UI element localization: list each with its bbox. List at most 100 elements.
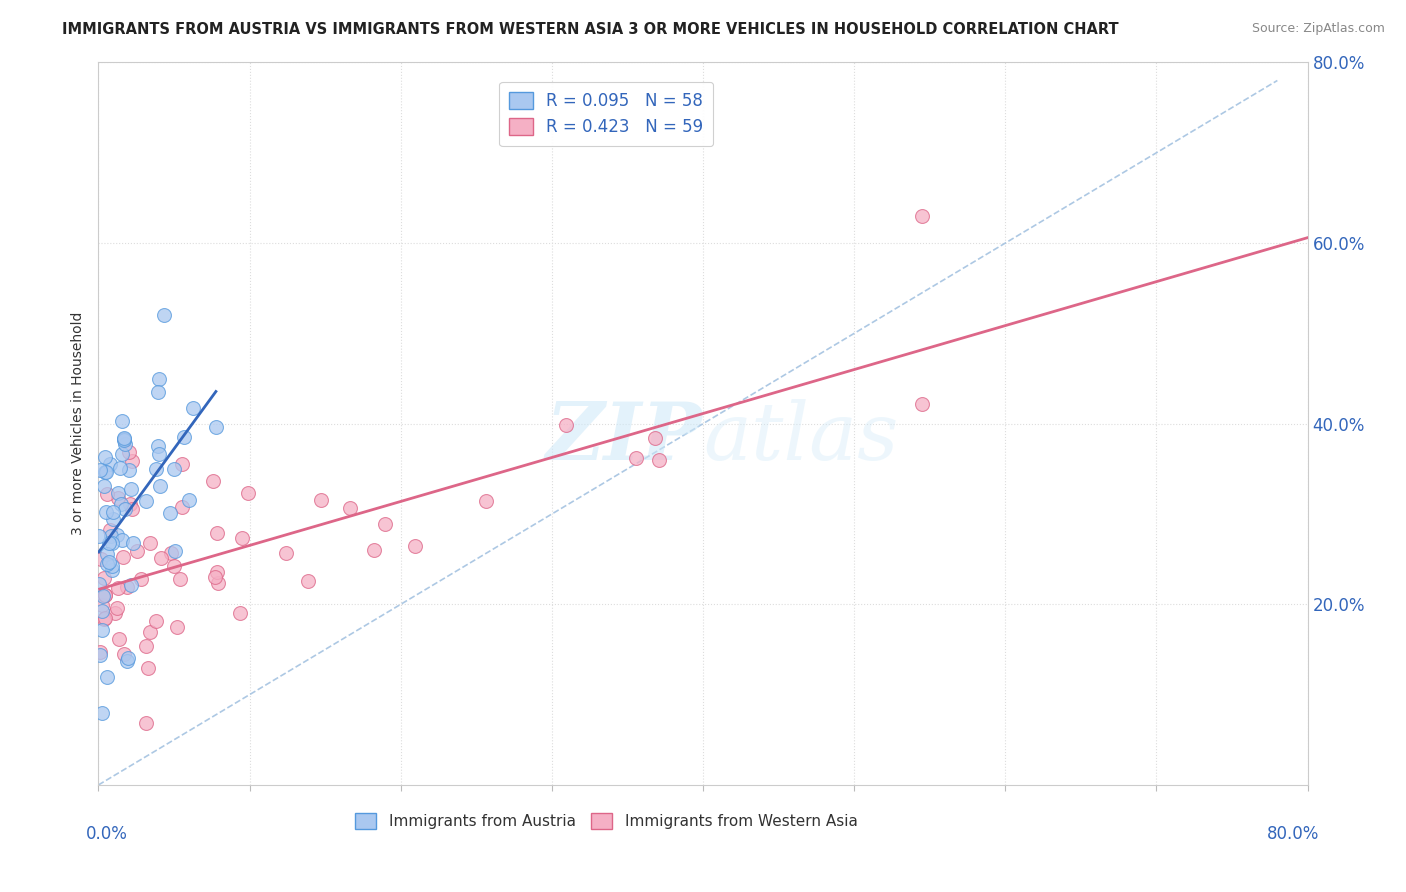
Point: [91, 604, 114, 618]
Point: [94, 588, 117, 602]
Point: [172, 457, 194, 471]
Point: [94, 465, 117, 479]
Point: [112, 433, 135, 447]
Legend: Immigrants from Austria, Immigrants from Western Asia: Immigrants from Austria, Immigrants from…: [349, 807, 863, 835]
Point: [104, 607, 127, 621]
Point: [475, 493, 498, 508]
Point: [297, 574, 319, 589]
Point: [339, 500, 361, 515]
Point: [911, 396, 934, 410]
Point: [150, 550, 173, 565]
Point: [165, 544, 187, 558]
Point: [374, 516, 396, 531]
Point: [231, 532, 253, 546]
Point: [118, 463, 141, 477]
Point: [101, 536, 124, 550]
Point: [98, 555, 121, 569]
Point: [135, 493, 157, 508]
Y-axis label: 3 or more Vehicles in Household: 3 or more Vehicles in Household: [72, 312, 86, 535]
Point: [121, 502, 143, 516]
Point: [90, 706, 112, 720]
Point: [145, 614, 167, 628]
Point: [159, 506, 181, 520]
Point: [149, 479, 172, 493]
Point: [112, 431, 135, 445]
Point: [94, 588, 117, 602]
Point: [114, 502, 136, 516]
Point: [146, 384, 169, 399]
Point: [135, 716, 157, 731]
Point: [93, 612, 115, 626]
Point: [148, 372, 170, 386]
Point: [111, 415, 134, 429]
Point: [148, 447, 170, 461]
Point: [101, 558, 124, 573]
Point: [89, 463, 111, 477]
Point: [911, 209, 934, 223]
Point: [121, 536, 143, 550]
Point: [101, 563, 124, 577]
Point: [114, 437, 136, 451]
Point: [89, 529, 111, 543]
Text: ZIP: ZIP: [546, 400, 703, 477]
Point: [181, 401, 204, 415]
Point: [107, 485, 129, 500]
Point: [97, 536, 120, 550]
Point: [121, 454, 143, 468]
Point: [90, 551, 112, 566]
Point: [93, 479, 115, 493]
Point: [94, 465, 117, 479]
Point: [117, 651, 139, 665]
Point: [90, 623, 112, 637]
Point: [100, 523, 122, 537]
Point: [117, 445, 139, 459]
Point: [205, 419, 228, 434]
Text: Source: ZipAtlas.com: Source: ZipAtlas.com: [1251, 22, 1385, 36]
Point: [103, 505, 125, 519]
Point: [160, 546, 183, 560]
Point: [96, 487, 118, 501]
Point: [115, 580, 138, 594]
Point: [89, 645, 111, 659]
Text: 0.0%: 0.0%: [86, 825, 128, 843]
Point: [229, 606, 252, 620]
Point: [105, 528, 128, 542]
Point: [89, 648, 111, 662]
Point: [94, 450, 117, 464]
Point: [107, 581, 129, 595]
Point: [173, 430, 195, 444]
Point: [115, 654, 138, 668]
Point: [87, 577, 110, 591]
Point: [172, 500, 194, 515]
Point: [101, 512, 124, 526]
Text: atlas: atlas: [703, 400, 898, 477]
Point: [98, 457, 121, 471]
Point: [146, 439, 169, 453]
Point: [91, 589, 114, 603]
Point: [644, 431, 666, 445]
Point: [105, 601, 128, 615]
Point: [624, 451, 647, 466]
Point: [138, 624, 160, 639]
Point: [100, 529, 122, 543]
Point: [107, 491, 129, 506]
Point: [120, 483, 142, 497]
Point: [93, 571, 115, 585]
Point: [276, 546, 298, 560]
Point: [648, 453, 671, 467]
Point: [111, 533, 134, 547]
Point: [125, 544, 148, 558]
Point: [153, 308, 176, 322]
Point: [404, 539, 426, 553]
Point: [204, 570, 226, 584]
Point: [163, 461, 186, 475]
Point: [110, 447, 132, 461]
Point: [201, 474, 224, 488]
Point: [554, 418, 576, 433]
Point: [93, 611, 115, 625]
Point: [179, 493, 201, 508]
Point: [112, 433, 135, 447]
Point: [112, 550, 135, 565]
Point: [96, 547, 118, 561]
Point: [108, 632, 131, 646]
